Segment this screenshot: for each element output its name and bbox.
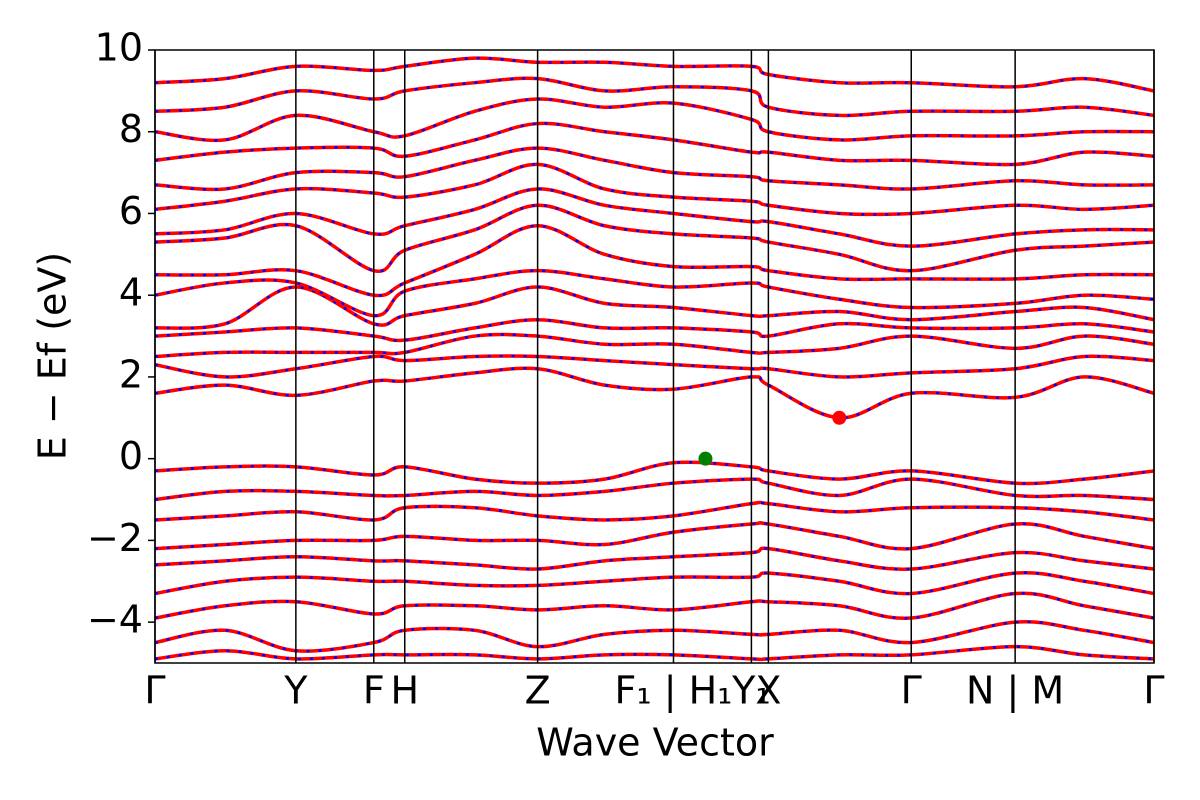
y-tick-label: 0 (119, 434, 143, 478)
y-axis-label: E − Ef (eV) (31, 252, 75, 461)
band-dash (155, 571, 1154, 595)
band-dash (155, 187, 1154, 248)
band-dash (155, 56, 1154, 93)
band-dash (155, 477, 1154, 501)
x-tick-label: Y₁ (731, 669, 770, 713)
y-tick-label: 8 (119, 107, 143, 151)
band-line (155, 162, 1154, 217)
band-dash (155, 122, 1154, 166)
band-dash (155, 224, 1154, 297)
band-dash (155, 354, 1154, 379)
band-line (155, 620, 1154, 653)
band-dash (155, 521, 1154, 551)
y-tick-label: 6 (119, 189, 143, 233)
band-dash (155, 333, 1154, 358)
x-tick-label: Γ (901, 669, 922, 713)
band-edge-marker (698, 451, 713, 466)
y-tick-label: 2 (119, 352, 143, 396)
band-dash (155, 501, 1154, 522)
band-dash (155, 592, 1154, 620)
x-tick-label: N | M (966, 669, 1064, 714)
band-dash (155, 461, 1154, 485)
x-tick-label: H (390, 669, 419, 713)
x-tick-label: Γ (144, 669, 165, 713)
x-tick-label: F (363, 669, 385, 713)
x-tick-label: Y (283, 669, 308, 713)
band-dash (155, 146, 1154, 191)
band-dash (155, 366, 1154, 420)
x-axis-label: Wave Vector (536, 721, 774, 765)
y-tick-label: −4 (87, 598, 143, 642)
band-line (155, 76, 1154, 118)
x-tick-label: F₁ | H₁ (615, 669, 733, 714)
band-dash (155, 547, 1154, 571)
x-tick-label: Z (525, 669, 551, 713)
band-dash (155, 269, 1154, 317)
x-tick-label: X (755, 669, 781, 713)
band-line (155, 97, 1154, 143)
plot-area (155, 56, 1154, 662)
band-edge-marker (832, 410, 847, 425)
band-line (155, 285, 1154, 330)
band-line (155, 203, 1154, 273)
x-tick-label: Γ (1143, 669, 1164, 713)
y-tick-label: 10 (95, 26, 143, 70)
y-tick-label: 4 (119, 271, 143, 315)
band-dash (155, 645, 1154, 661)
band-dash (155, 318, 1154, 342)
y-tick-label: −2 (87, 516, 143, 560)
